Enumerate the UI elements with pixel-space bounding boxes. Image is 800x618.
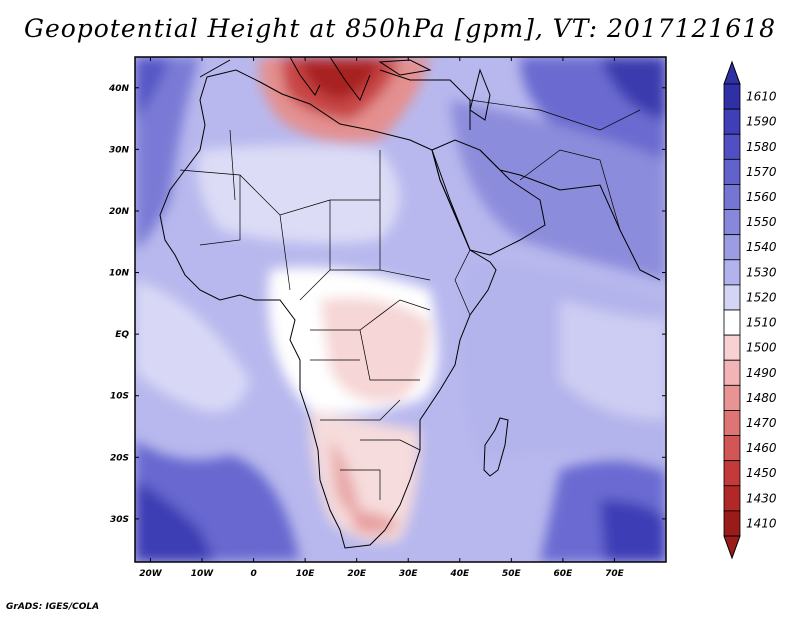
colorbar-swatch — [723, 359, 741, 386]
colorbar-level-label: 1470 — [746, 416, 777, 430]
colorbar-level-label: 1450 — [746, 466, 777, 480]
colorbar-swatch — [723, 510, 741, 537]
colorbar-level-label: 1580 — [746, 140, 777, 154]
lon-label: 60E — [554, 569, 574, 579]
colorbar-level-label: 1500 — [746, 341, 777, 355]
colorbar-swatch — [723, 133, 741, 160]
lon-label: 10W — [191, 569, 215, 579]
colorbar-level-label: 1460 — [746, 441, 777, 455]
colorbar-swatch — [723, 334, 741, 361]
lat-label: 10S — [110, 392, 129, 402]
lon-label: 20E — [347, 569, 367, 579]
lat-label: 30N — [109, 145, 130, 155]
height-field — [135, 57, 666, 562]
coastlines — [159, 57, 661, 549]
colorbar-swatch — [723, 410, 741, 436]
colorbar-level-label: 1610 — [746, 90, 777, 104]
map-frame — [134, 56, 667, 563]
colorbar-swatch — [723, 259, 741, 286]
colorbar-swatch — [723, 485, 741, 512]
country-borders — [179, 99, 641, 500]
map-title: Geopotential Height at 850hPa [gpm], VT:… — [23, 14, 777, 43]
colorbar-level-label: 1510 — [746, 316, 777, 330]
colorbar-level-label: 1560 — [746, 190, 777, 204]
colorbar-swatch — [723, 83, 741, 110]
lon-label: 40E — [449, 569, 470, 579]
colorbar-level-label: 1520 — [746, 290, 777, 304]
colorbar-level-label: 1430 — [746, 491, 777, 505]
lat-label: 20N — [109, 207, 130, 217]
colorbar-swatch — [723, 184, 741, 210]
lon-label: 10E — [296, 569, 316, 579]
lat-label: 30S — [110, 515, 129, 525]
colorbar-swatch — [723, 284, 741, 311]
colorbar-bottom-arrow — [723, 535, 741, 560]
colorbar-level-label: 1530 — [746, 265, 777, 279]
colorbar-level-label: 1490 — [746, 366, 777, 380]
colorbar-level-label: 1480 — [746, 391, 777, 405]
lon-label: 70E — [605, 569, 625, 579]
lat-label: 10N — [109, 269, 130, 279]
colorbar-level-label: 1590 — [746, 115, 777, 129]
colorbar-level-label: 1550 — [746, 215, 777, 229]
lon-label: 0 — [250, 569, 256, 579]
colorbar-swatch — [723, 158, 741, 185]
colorbar-swatch — [723, 435, 741, 462]
colorbar-swatch — [723, 234, 741, 261]
lat-label: EQ — [115, 330, 129, 340]
lat-label: 20S — [110, 453, 129, 463]
colorbar-swatch — [723, 460, 741, 487]
colorbar-swatch — [723, 384, 741, 411]
colorbar: 1610 1590 1580 1570 1560 1550 1540 1530 1520 1510… — [723, 60, 777, 560]
colorbar-level-label: 1410 — [746, 516, 777, 530]
colorbar-level-label: 1540 — [746, 240, 777, 254]
colorbar-swatch — [723, 309, 741, 336]
lon-label: 30E — [399, 569, 419, 579]
colorbar-top-arrow — [723, 60, 741, 85]
lon-label: 20W — [139, 569, 163, 579]
lat-label: 40N — [108, 84, 130, 94]
colorbar-level-label: 1570 — [746, 165, 777, 179]
grads-credit: GrADS: IGES/COLA — [6, 602, 100, 612]
lon-label: 50E — [502, 569, 522, 579]
colorbar-swatch — [723, 209, 741, 236]
colorbar-swatch — [723, 108, 741, 135]
